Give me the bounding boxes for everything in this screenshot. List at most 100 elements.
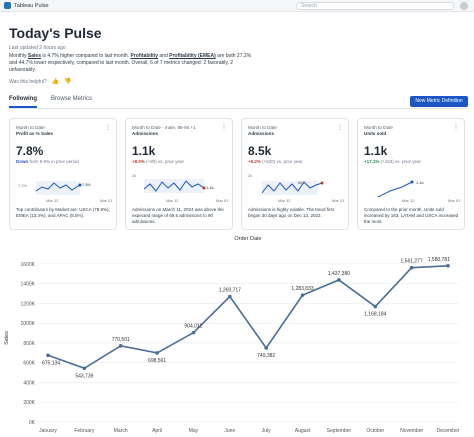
summary-post: are both 27.2% and 44.7% lower respectiv… <box>9 53 252 73</box>
metric-card[interactable]: Month to Date · male, 85-94 +1 Admissions… <box>125 118 233 230</box>
pulse-summary: Monthly Sales is 4.7% higher compared to… <box>9 53 259 74</box>
more-options-icon[interactable]: ⋮ <box>337 125 343 131</box>
data-label: 675,134 <box>42 360 60 366</box>
y-tick-label: 600K <box>23 361 35 367</box>
card-change: +6.2% (+520) vs. prior year <box>248 159 303 164</box>
metric-card[interactable]: Month to Date Admissions ⋮ 8.5k +6.2% (+5… <box>241 118 349 230</box>
card-change: +17.1% (+163) vs. prior year <box>364 159 421 164</box>
data-label: 1,561,277 <box>401 259 423 265</box>
tab-following[interactable]: Following <box>9 96 37 108</box>
sales-chart-svg: Order Date Sales 0K 200K 400K 600K 800K 1000K 12… <box>4 236 460 434</box>
x-tick-label: February <box>74 428 95 434</box>
card-metric: Units sold <box>364 131 387 136</box>
data-point <box>118 344 123 348</box>
card-period: Month to Date <box>364 125 393 130</box>
card-value: 1.1k <box>132 144 156 158</box>
y-tick-label: 800K <box>23 341 35 347</box>
metric-card[interactable]: Month to Date Units sold ⋮ 1.1k +17.1% (+… <box>357 118 465 230</box>
data-point <box>82 366 87 371</box>
card-period: Month to Date <box>248 125 277 130</box>
card-change: +8.0% (+80) vs. prior year <box>132 159 184 164</box>
y-tick-label: 1400K <box>21 282 36 288</box>
spark-y-label: 2k <box>248 173 253 178</box>
data-label: 1,269,717 <box>219 288 241 294</box>
y-tick-label: 1600K <box>21 262 36 268</box>
card-header: Month to Date Profit as % Sales <box>16 125 53 137</box>
thumbs-down-icon[interactable]: 👎 <box>64 79 72 85</box>
spark-y-label: 2k <box>132 173 137 178</box>
summary-mid: is 4.7% higher compared to last month. <box>40 53 131 59</box>
card-period: Month to Date <box>16 125 45 130</box>
avatar[interactable] <box>460 2 468 10</box>
spark-x-label: Mar 01 <box>216 198 229 203</box>
feedback-row: Was this helpful? 👍 👎 <box>9 78 72 86</box>
card-change-value: +6.2% <box>248 159 261 164</box>
x-tick-label: April <box>152 428 162 434</box>
spark-value: 1.1k <box>206 185 214 190</box>
data-label: 1,580,781 <box>428 257 450 263</box>
card-change-value: +17.1% <box>364 159 380 164</box>
card-value: 8.5k <box>248 144 272 158</box>
x-tick-label: August <box>295 428 311 434</box>
chart-title: Order Date <box>234 236 261 242</box>
tab-bar: Following Browse Metrics <box>9 96 92 108</box>
more-options-icon[interactable]: ⋮ <box>105 125 111 131</box>
summary-and: and <box>158 53 170 59</box>
thumbs-up-icon[interactable]: 👍 <box>51 79 60 85</box>
card-change-text: (+520) vs. prior year <box>260 159 303 164</box>
card-change-text: from 9.8% in prior period <box>28 159 79 164</box>
spark-value: 7.8% <box>82 182 92 187</box>
data-point <box>228 294 232 299</box>
x-tick-label: May <box>189 428 199 434</box>
y-tick-label: 0K <box>29 420 36 426</box>
metric-card[interactable]: Month to Date Profit as % Sales ⋮ 7.8% Do… <box>9 118 117 230</box>
data-point <box>300 293 305 297</box>
spark-x-label: Mar 01 <box>332 198 345 203</box>
card-metric: Admissions <box>132 131 159 136</box>
spark-x-label: Mar 12 <box>166 198 179 203</box>
tab-browse-metrics[interactable]: Browse Metrics <box>51 96 93 102</box>
y-tick-label: 1200K <box>21 301 36 307</box>
x-tick-label: September <box>327 428 352 434</box>
y-tick-label: 400K <box>23 380 35 386</box>
summary-profit-emea-link[interactable]: Profitability (EMEA) <box>169 53 216 59</box>
card-change-text: (+163) vs. prior year <box>379 159 422 164</box>
brand[interactable]: Tableau Pulse <box>4 2 49 9</box>
card-period: Month to Date · male, 85-94 +1 <box>132 125 196 130</box>
sparkline <box>143 179 206 193</box>
card-value: 1.1k <box>364 144 388 158</box>
card-header: Month to Date Units sold <box>364 125 393 137</box>
top-bar: Tableau Pulse Search <box>0 0 474 12</box>
spark-x-label: Mar 01 <box>100 198 113 203</box>
summary-profit-link[interactable]: Profitability <box>130 53 158 59</box>
data-label: 543,739 <box>75 373 93 379</box>
card-change-value: Down <box>16 159 29 164</box>
spark-x-label: Mar 12 <box>402 198 415 203</box>
summary-sales-link[interactable]: Sales <box>27 53 41 59</box>
data-point <box>46 353 50 358</box>
spark-x-label: Mar 12 <box>278 198 291 203</box>
data-point <box>446 263 450 268</box>
card-insight: Top contributors by Market are: USCA (78… <box>16 207 110 218</box>
sales-line-chart: Order Date Sales 0K 200K 400K 600K 800K 1000K 12… <box>0 232 474 437</box>
new-metric-definition-button[interactable]: New Metric Definition <box>410 96 468 107</box>
data-point <box>373 304 378 309</box>
sparkline <box>35 181 82 195</box>
data-label: 904,012 <box>184 324 202 330</box>
more-options-icon[interactable]: ⋮ <box>221 125 227 131</box>
more-options-icon[interactable]: ⋮ <box>453 125 459 131</box>
card-change-text: (+80) vs. prior year <box>144 159 185 164</box>
x-tick-label: January <box>39 428 57 434</box>
card-header: Month to Date Admissions <box>248 125 277 137</box>
summary-pre: Monthly <box>9 53 28 59</box>
last-updated: Last updated 2 hours ago <box>9 45 66 51</box>
spark-y-label: 7.1% <box>18 183 28 188</box>
tableau-logo-icon <box>4 2 11 9</box>
card-header: Month to Date · male, 85-94 +1 Admissions <box>132 125 196 137</box>
data-label: 770,501 <box>112 337 130 343</box>
data-point <box>337 278 341 282</box>
spark-x-label: Mar 01 <box>448 198 461 203</box>
card-insight: Compared to the prior month, Units sold … <box>364 207 459 224</box>
search-input[interactable]: Search <box>296 2 454 10</box>
x-tick-label: November <box>400 428 423 434</box>
